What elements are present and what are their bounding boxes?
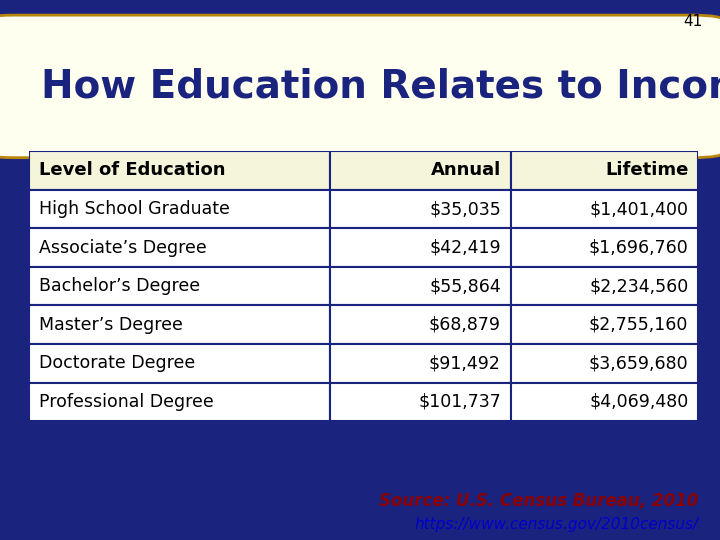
FancyBboxPatch shape	[0, 15, 720, 158]
Bar	[29, 383, 330, 421]
Text: 41: 41	[683, 14, 702, 29]
Text: Professional Degree: Professional Degree	[39, 393, 214, 411]
Bar	[29, 228, 330, 267]
Text: High School Graduate: High School Graduate	[39, 200, 230, 218]
Bar	[511, 383, 698, 421]
Text: Associate’s Degree: Associate’s Degree	[39, 239, 207, 256]
Text: $3,659,680: $3,659,680	[589, 354, 688, 373]
Text: How Education Relates to Income: How Education Relates to Income	[42, 68, 720, 105]
Text: $35,035: $35,035	[429, 200, 501, 218]
Bar	[29, 190, 330, 228]
Text: $4,069,480: $4,069,480	[589, 393, 688, 411]
Text: Master’s Degree: Master’s Degree	[39, 316, 183, 334]
Bar	[29, 151, 330, 190]
Text: $91,492: $91,492	[429, 354, 501, 373]
Text: Level of Education: Level of Education	[39, 161, 225, 179]
Bar	[29, 306, 330, 344]
Bar	[511, 190, 698, 228]
Bar	[330, 228, 511, 267]
Bar	[511, 306, 698, 344]
Bar	[511, 267, 698, 306]
Text: $1,401,400: $1,401,400	[590, 200, 688, 218]
Text: Lifetime: Lifetime	[605, 161, 688, 179]
Text: https://www.census.gov/2010census/: https://www.census.gov/2010census/	[414, 517, 698, 532]
Text: $55,864: $55,864	[429, 277, 501, 295]
Bar	[330, 344, 511, 383]
Text: $42,419: $42,419	[429, 239, 501, 256]
Bar	[511, 228, 698, 267]
Text: Source: U.S. Census Bureau, 2010: Source: U.S. Census Bureau, 2010	[379, 492, 698, 510]
Text: $1,696,760: $1,696,760	[589, 239, 688, 256]
Bar	[29, 344, 330, 383]
Bar	[330, 383, 511, 421]
Text: $2,755,160: $2,755,160	[589, 316, 688, 334]
Text: $2,234,560: $2,234,560	[589, 277, 688, 295]
Bar	[511, 151, 698, 190]
Text: Annual: Annual	[431, 161, 501, 179]
Bar	[330, 190, 511, 228]
Bar	[330, 306, 511, 344]
Bar	[330, 151, 511, 190]
Bar	[330, 267, 511, 306]
Text: Bachelor’s Degree: Bachelor’s Degree	[39, 277, 200, 295]
Bar	[511, 344, 698, 383]
Text: Doctorate Degree: Doctorate Degree	[39, 354, 195, 373]
Text: $68,879: $68,879	[429, 316, 501, 334]
Text: $101,737: $101,737	[418, 393, 501, 411]
Bar	[29, 267, 330, 306]
